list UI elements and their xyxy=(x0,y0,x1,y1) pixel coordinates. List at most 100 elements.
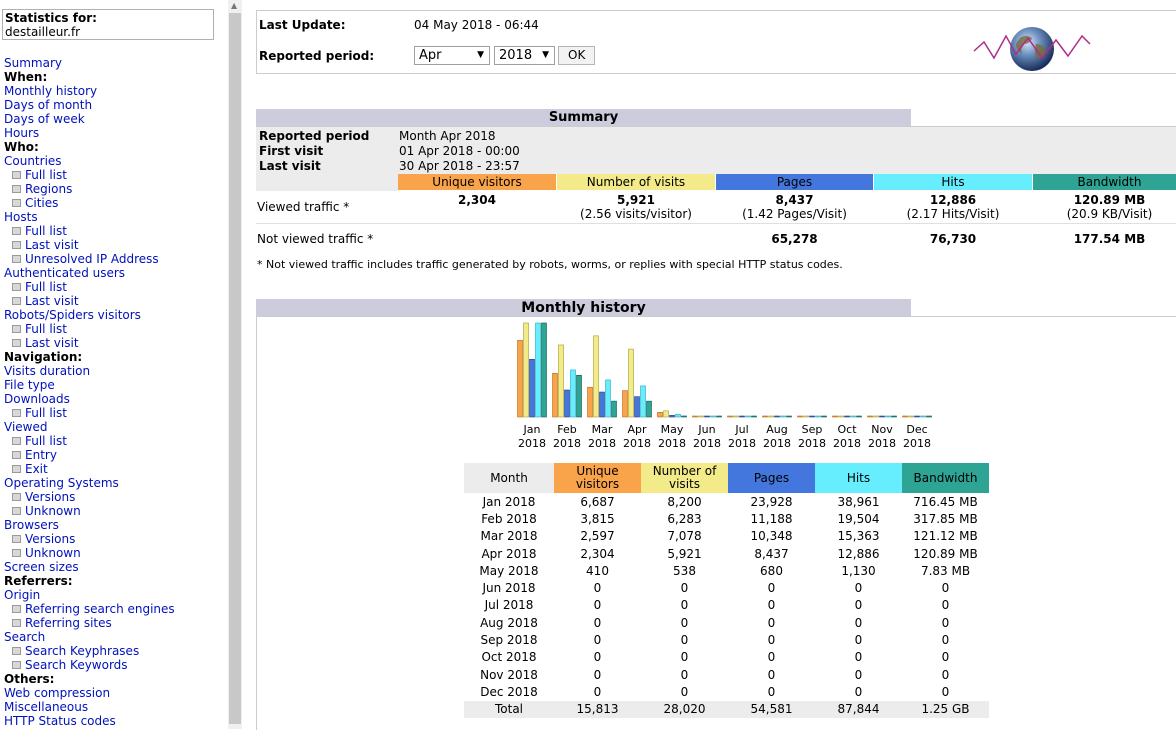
value-cell: 0 xyxy=(767,667,776,682)
site-name: destailleur.fr xyxy=(5,25,81,39)
list-icon xyxy=(12,185,21,193)
sidebar-link-countries[interactable]: Countries xyxy=(4,154,62,168)
sidebar-link-full-list[interactable]: Full list xyxy=(25,406,67,420)
sidebar-link-http-status-codes[interactable]: HTTP Status codes xyxy=(4,714,116,728)
sidebar-subitem-referring-search-engines: Referring search engines xyxy=(4,602,175,616)
sidebar: Statistics for: destailleur.fr Summary Wh… xyxy=(0,0,228,729)
last-update-value: 04 May 2018 - 06:44 xyxy=(414,18,539,32)
sidebar-link-downloads[interactable]: Downloads xyxy=(4,392,70,406)
sidebar-link-unknown[interactable]: Unknown xyxy=(25,504,81,518)
sidebar-link-last-visit[interactable]: Last visit xyxy=(25,336,79,350)
col-number-of-visits: Number of visits xyxy=(641,463,728,493)
x-tick-month: Apr xyxy=(627,423,647,436)
value-cell: 0 xyxy=(680,684,689,699)
sidebar-link-full-list[interactable]: Full list xyxy=(25,434,67,448)
sidebar-item-search: Search xyxy=(4,630,175,644)
value-cell: 19,504 xyxy=(837,511,880,526)
stats-for-label: Statistics for: xyxy=(5,11,97,25)
sidebar-link-visits-duration[interactable]: Visits duration xyxy=(4,364,91,378)
sidebar-link-browsers[interactable]: Browsers xyxy=(4,518,59,532)
sidebar-link-origin[interactable]: Origin xyxy=(4,588,41,602)
bar-bandwidth-mar xyxy=(611,400,617,418)
sidebar-subitem-full-list: Full list xyxy=(4,406,175,420)
scrollbar-thumb[interactable] xyxy=(229,13,241,724)
sidebar-link-referring-search-engines[interactable]: Referring search engines xyxy=(25,602,175,616)
sidebar-link-versions[interactable]: Versions xyxy=(25,490,76,504)
list-icon xyxy=(12,339,21,347)
bar-pages-sep xyxy=(809,415,815,418)
sidebar-link-last-visit[interactable]: Last visit xyxy=(25,294,79,308)
sidebar-link-file-type[interactable]: File type xyxy=(4,378,55,392)
sidebar-link-days-of-week[interactable]: Days of week xyxy=(4,112,85,126)
bar-unique-visitors-mar xyxy=(587,386,593,418)
sidebar-link-search[interactable]: Search xyxy=(4,630,46,644)
value-cell: 0 xyxy=(854,650,863,665)
sidebar-link-full-list[interactable]: Full list xyxy=(25,168,67,182)
last-update-label: Last Update: xyxy=(259,18,346,32)
sidebar-link-summary[interactable]: Summary xyxy=(4,56,62,70)
sidebar-subitem-unresolved-ip-address: Unresolved IP Address xyxy=(4,252,175,266)
bar-bandwidth-jun xyxy=(716,415,722,418)
value-cell: 0 xyxy=(941,667,950,682)
sidebar-link-screen-sizes[interactable]: Screen sizes xyxy=(4,560,79,574)
month-cell: May 2018 xyxy=(479,563,539,578)
bar-bandwidth-dec xyxy=(926,415,932,418)
total-cell: 54,581 xyxy=(728,700,815,718)
sidebar-link-search-keyphrases[interactable]: Search Keyphrases xyxy=(25,644,140,658)
sidebar-link-monthly-history[interactable]: Monthly history xyxy=(4,84,98,98)
viewed-label: Viewed traffic * xyxy=(257,200,350,214)
sidebar-link-versions[interactable]: Versions xyxy=(25,532,76,546)
value-cell: 38,961 xyxy=(837,494,880,509)
bar-hits-dec xyxy=(920,415,926,418)
sidebar-link-operating-systems[interactable]: Operating Systems xyxy=(4,476,119,490)
viewed-unique-visitors: 2,304 xyxy=(458,193,496,207)
bar-hits-apr xyxy=(640,385,646,418)
bar-pages-nov xyxy=(879,415,885,418)
sidebar-link-hosts[interactable]: Hosts xyxy=(4,210,38,224)
sidebar-item-hours: Hours xyxy=(4,126,175,140)
sidebar-scrollbar[interactable]: ▲ xyxy=(228,0,242,729)
x-tick-year: 2018 xyxy=(623,437,651,450)
sidebar-link-unresolved-ip-address[interactable]: Unresolved IP Address xyxy=(25,252,159,266)
sidebar-link-regions[interactable]: Regions xyxy=(25,182,73,196)
sidebar-link-robots-spiders-visitors[interactable]: Robots/Spiders visitors xyxy=(4,308,141,322)
sidebar-link-full-list[interactable]: Full list xyxy=(25,280,67,294)
list-icon xyxy=(12,507,21,515)
bar-hits-feb xyxy=(570,369,576,418)
sidebar-link-cities[interactable]: Cities xyxy=(25,196,59,210)
sidebar-link-entry[interactable]: Entry xyxy=(25,448,57,462)
month-cell: Jun 2018 xyxy=(482,581,536,596)
bar-visits-feb xyxy=(558,344,564,418)
sidebar-link-referring-sites[interactable]: Referring sites xyxy=(25,616,112,630)
monthly-section: Jan 2018 Feb 2018 Mar 2018 Apr 2018 May 2018 Jun 20… xyxy=(256,316,1176,730)
bar-bandwidth-jan xyxy=(541,322,547,418)
ok-button[interactable]: OK xyxy=(558,46,596,65)
sidebar-subitem-exit: Exit xyxy=(4,462,175,476)
sidebar-link-authenticated-users[interactable]: Authenticated users xyxy=(4,266,126,280)
scroll-up-icon[interactable]: ▲ xyxy=(231,1,238,10)
year-select[interactable]: 2018 ▼ xyxy=(494,46,555,65)
month-select[interactable]: Apr ▼ xyxy=(414,46,490,65)
sidebar-link-web-compression[interactable]: Web compression xyxy=(4,686,111,700)
total-cell: 1.25 GB xyxy=(902,700,989,718)
reported-period-label: Reported period: xyxy=(259,49,375,63)
sidebar-link-days-of-month[interactable]: Days of month xyxy=(4,98,93,112)
sidebar-subitem-cities: Cities xyxy=(4,196,175,210)
summary-info: Reported period Month Apr 2018 First vis… xyxy=(256,127,1176,174)
sidebar-link-full-list[interactable]: Full list xyxy=(25,224,67,238)
sidebar-link-exit[interactable]: Exit xyxy=(25,462,48,476)
first-visit-value: 01 Apr 2018 - 00:00 xyxy=(399,144,520,158)
sidebar-link-last-visit[interactable]: Last visit xyxy=(25,238,79,252)
value-cell: 716.45 MB xyxy=(913,494,978,509)
value-cell: 120.89 MB xyxy=(913,546,978,561)
sidebar-link-viewed[interactable]: Viewed xyxy=(4,420,48,434)
x-tick-month: Mar xyxy=(592,423,613,436)
value-cell: 0 xyxy=(941,598,950,613)
reported-period-label: Reported period xyxy=(259,129,370,143)
sidebar-link-miscellaneous[interactable]: Miscellaneous xyxy=(4,700,89,714)
sidebar-link-unknown[interactable]: Unknown xyxy=(25,546,81,560)
sidebar-link-search-keywords[interactable]: Search Keywords xyxy=(25,658,128,672)
sidebar-link-full-list[interactable]: Full list xyxy=(25,322,67,336)
chevron-down-icon: ▼ xyxy=(542,50,549,60)
sidebar-link-hours[interactable]: Hours xyxy=(4,126,40,140)
